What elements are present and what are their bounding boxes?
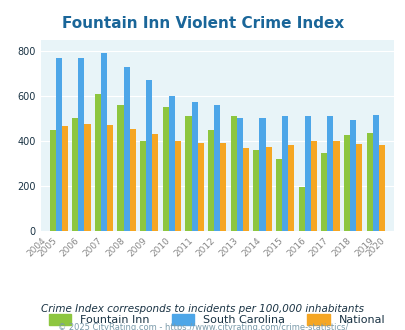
Bar (107, 125, 113, 231)
Bar (129, 129, 136, 231)
Text: Crime Index corresponds to incidents per 100,000 inhabitants: Crime Index corresponds to incidents per… (41, 304, 364, 314)
Bar (378, 145, 384, 231)
Bar (298, 187, 304, 231)
Bar (320, 153, 326, 231)
Bar (84, 124, 90, 231)
Bar (304, 116, 310, 231)
Bar (49, 130, 55, 231)
Bar (242, 148, 248, 231)
Legend: Fountain Inn, South Carolina, National: Fountain Inn, South Carolina, National (45, 309, 389, 330)
Bar (213, 105, 220, 231)
Bar (55, 58, 62, 231)
Text: © 2025 CityRating.com - https://www.cityrating.com/crime-statistics/: © 2025 CityRating.com - https://www.city… (58, 323, 347, 330)
Bar (175, 141, 181, 231)
Text: Fountain Inn Violent Crime Index: Fountain Inn Violent Crime Index (62, 16, 343, 31)
Bar (146, 80, 152, 231)
Bar (140, 141, 146, 231)
Bar (185, 116, 191, 231)
Bar (197, 143, 203, 231)
Bar (355, 144, 361, 231)
Bar (281, 116, 288, 231)
Bar (275, 159, 281, 231)
Bar (236, 118, 242, 231)
Bar (372, 115, 378, 231)
Bar (78, 58, 84, 231)
Bar (349, 119, 355, 231)
Bar (310, 141, 316, 231)
Bar (253, 150, 259, 231)
Bar (168, 96, 175, 231)
Bar (265, 147, 271, 231)
Bar (162, 107, 168, 231)
Bar (62, 126, 68, 231)
Bar (101, 53, 107, 231)
Bar (207, 130, 213, 231)
Bar (288, 146, 294, 231)
Bar (333, 141, 339, 231)
Bar (259, 118, 265, 231)
Bar (326, 116, 333, 231)
Bar (152, 134, 158, 231)
Bar (343, 135, 349, 231)
Bar (95, 94, 101, 231)
Bar (230, 116, 236, 231)
Bar (72, 118, 78, 231)
Bar (191, 102, 197, 231)
Bar (220, 143, 226, 231)
Bar (117, 105, 123, 231)
Bar (366, 133, 372, 231)
Bar (123, 67, 129, 231)
